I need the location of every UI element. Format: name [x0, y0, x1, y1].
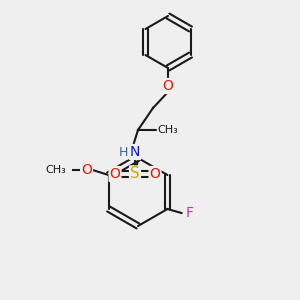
Text: F: F	[185, 206, 194, 220]
Text: CH₃: CH₃	[158, 125, 178, 135]
Text: O: O	[163, 79, 173, 93]
Text: N: N	[130, 145, 140, 159]
Text: S: S	[130, 167, 140, 182]
Text: O: O	[110, 167, 120, 181]
Text: CH₃: CH₃	[46, 165, 67, 175]
Text: H: H	[118, 146, 128, 158]
Text: O: O	[150, 167, 160, 181]
Text: O: O	[81, 163, 92, 177]
